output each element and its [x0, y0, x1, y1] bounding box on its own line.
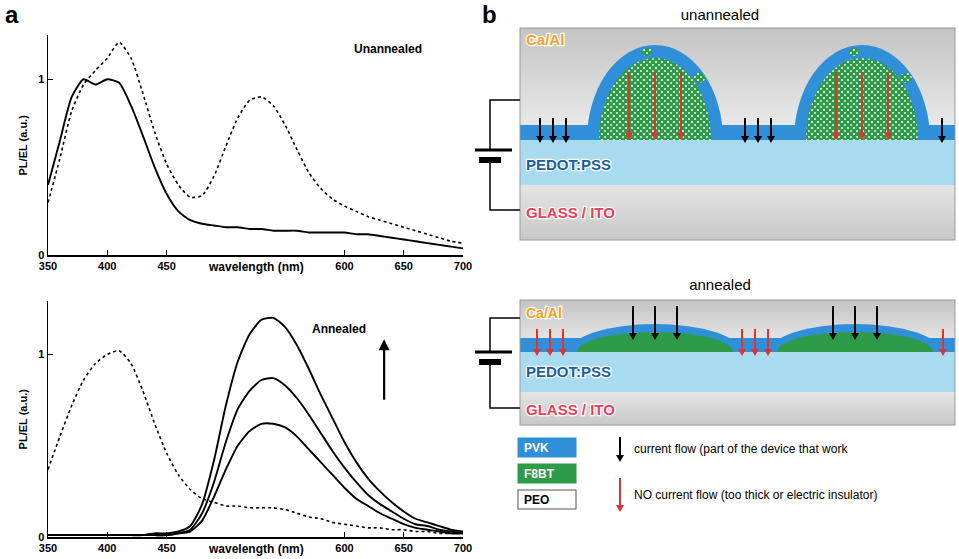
- svg-text:GLASS / ITO: GLASS / ITO: [526, 204, 615, 221]
- svg-text:Ca/Al: Ca/Al: [526, 305, 562, 321]
- svg-text:Ca/Al: Ca/Al: [526, 31, 564, 48]
- svg-text:F8BT: F8BT: [524, 467, 555, 481]
- svg-text:PVK: PVK: [524, 441, 549, 455]
- svg-text:PEDOT:PSS: PEDOT:PSS: [526, 156, 611, 173]
- svg-text:1: 1: [38, 73, 44, 85]
- svg-text:current flow (part of the devi: current flow (part of the device that wo…: [634, 442, 848, 456]
- svg-text:Unannealed: Unannealed: [354, 42, 422, 56]
- svg-text:PEDOT:PSS: PEDOT:PSS: [526, 363, 611, 380]
- svg-text:450: 450: [157, 542, 175, 554]
- svg-text:PL/EL (a.u.): PL/EL (a.u.): [17, 389, 29, 450]
- svg-text:650: 650: [395, 260, 413, 272]
- svg-text:unannealed: unannealed: [681, 6, 759, 23]
- svg-text:400: 400: [98, 542, 116, 554]
- svg-text:600: 600: [335, 542, 353, 554]
- svg-text:1: 1: [38, 348, 44, 360]
- svg-text:450: 450: [157, 260, 175, 272]
- svg-text:350: 350: [39, 260, 57, 272]
- svg-text:700: 700: [454, 260, 472, 272]
- html-text:a: a: [5, 1, 19, 28]
- svg-text:650: 650: [395, 542, 413, 554]
- svg-text:PL/EL (a.u.): PL/EL (a.u.): [17, 115, 29, 176]
- svg-text:700: 700: [454, 542, 472, 554]
- svg-text:Annealed: Annealed: [312, 322, 366, 336]
- html-text:b: b: [482, 1, 497, 28]
- svg-text:PEO: PEO: [524, 493, 549, 507]
- svg-text:GLASS / ITO: GLASS / ITO: [526, 401, 615, 418]
- svg-text:0: 0: [38, 531, 44, 543]
- svg-text:0: 0: [38, 249, 44, 261]
- svg-text:wavelength (nm): wavelength (nm): [208, 542, 304, 556]
- svg-text:600: 600: [335, 260, 353, 272]
- svg-text:400: 400: [98, 260, 116, 272]
- svg-text:350: 350: [39, 542, 57, 554]
- svg-text:wavelength (nm): wavelength (nm): [208, 260, 304, 274]
- svg-text:NO current flow (too thick or: NO current flow (too thick or electric i…: [634, 488, 877, 502]
- svg-text:annealed: annealed: [689, 276, 751, 293]
